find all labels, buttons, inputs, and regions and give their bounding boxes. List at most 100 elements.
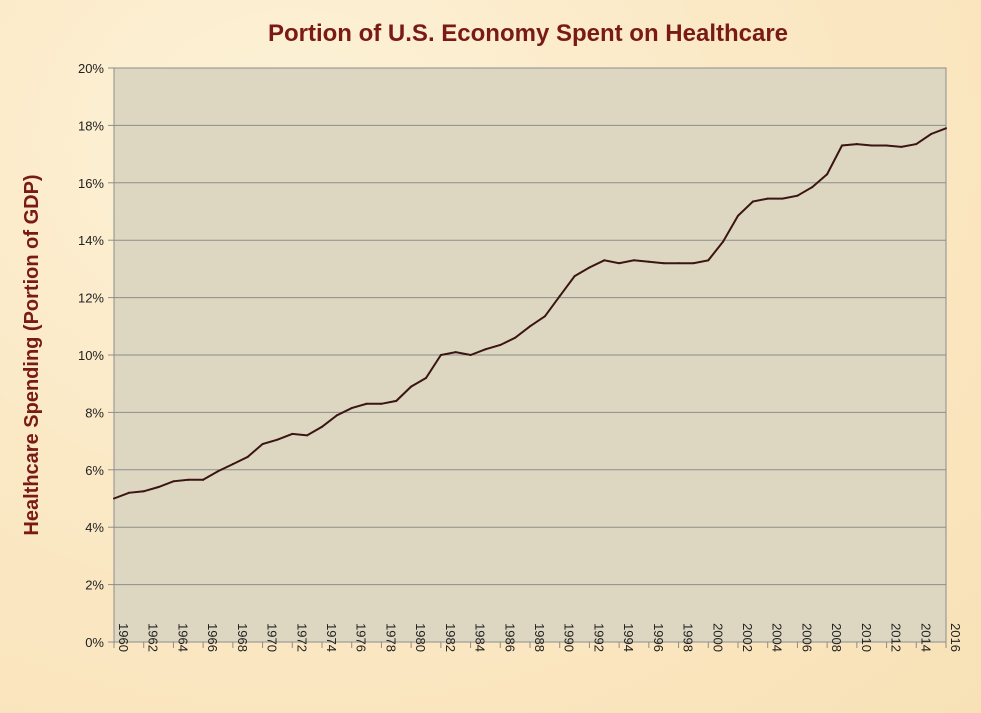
data-point [618,262,621,265]
data-point [826,173,829,176]
data-point [499,343,502,346]
data-point [306,434,309,437]
y-tick-label: 8% [85,405,104,420]
y-tick-label: 10% [78,348,104,363]
data-point [707,259,710,262]
data-point [573,275,576,278]
x-tick-label: 1990 [562,623,577,652]
data-point [662,262,665,265]
data-point [202,478,205,481]
data-point [410,385,413,388]
x-tick-label: 1970 [265,623,280,652]
data-point [855,143,858,146]
data-point [127,491,130,494]
data-point [172,480,175,483]
data-point [633,259,635,262]
x-tick-label: 2016 [948,623,963,652]
y-tick-label: 4% [85,520,104,535]
data-point [335,414,338,417]
data-point [142,490,145,493]
x-tick-label: 1974 [324,623,339,652]
data-point [722,240,725,243]
data-point [439,354,442,356]
x-tick-label: 2012 [889,623,904,652]
data-point [945,127,947,130]
data-point [380,402,383,405]
data-point [217,470,219,473]
data-point [365,402,368,405]
data-point [588,266,591,269]
data-point [841,144,843,147]
data-point [350,407,353,410]
x-tick-label: 2014 [918,623,933,652]
data-point [603,259,606,262]
data-point [930,133,933,136]
y-tick-label: 18% [78,118,104,133]
x-tick-label: 1980 [413,623,428,652]
y-tick-label: 16% [78,176,104,191]
x-tick-label: 1968 [235,623,250,652]
x-tick-label: 1960 [116,623,131,652]
y-axis-ticks: 0% 2% 4% 6% 8% 10% 12% 14% 16% 18% 20% [78,61,114,650]
data-point [484,348,487,351]
data-point [885,144,888,147]
x-tick-label: 1982 [443,623,458,652]
x-tick-label: 1996 [651,623,666,652]
data-point [454,351,457,354]
y-tick-label: 6% [85,463,104,478]
data-point [781,197,784,200]
chart-title: Portion of U.S. Economy Spent on Healthc… [268,20,788,47]
data-point [900,145,903,148]
x-tick-label: 1976 [354,623,369,652]
x-tick-label: 1966 [205,623,220,652]
y-tick-label: 12% [78,291,104,306]
y-axis-label: Healthcare Spending (Portion of GDP) [21,174,43,535]
x-axis-ticks: 1960 1962 1964 1966 1968 1970 1972 1974 1976 1978… [113,623,963,652]
y-tick-label: 2% [85,578,104,593]
data-point [870,144,873,147]
gridlines [114,67,946,643]
x-tick-label: 2010 [859,623,874,652]
x-tick-label: 1992 [591,623,606,652]
x-tick-label: 2000 [710,623,725,652]
x-tick-label: 2002 [740,623,755,652]
data-point [291,432,294,435]
x-tick-label: 1998 [681,623,696,652]
data-point [276,438,279,441]
x-tick-label: 1978 [383,623,398,652]
x-tick-label: 1972 [294,623,309,652]
data-point [157,486,160,489]
x-tick-label: 1962 [146,623,161,652]
data-point [469,354,472,356]
data-point [246,455,249,458]
data-points [113,127,947,500]
data-point [425,376,427,379]
data-point [231,463,234,466]
data-point [113,497,115,500]
data-point [395,399,398,402]
data-point [647,260,650,263]
data-point [558,295,561,298]
x-tick-label: 2006 [799,623,814,652]
data-point [321,425,323,428]
x-tick-label: 1986 [502,623,517,652]
data-point [751,200,754,203]
data-point [796,194,799,197]
data-point [811,186,814,189]
x-tick-label: 1964 [175,623,190,652]
data-point [529,325,531,328]
data-point [187,478,190,481]
data-point [677,262,680,265]
data-point [915,143,918,146]
data-point [766,197,769,200]
x-tick-label: 1988 [532,623,547,652]
data-point [543,315,546,318]
data-point [737,214,739,217]
x-tick-label: 2008 [829,623,844,652]
x-tick-label: 1994 [621,623,636,652]
y-tick-label: 0% [85,635,104,650]
data-point [514,336,517,339]
data-point [261,442,264,445]
x-tick-label: 1984 [473,623,488,652]
